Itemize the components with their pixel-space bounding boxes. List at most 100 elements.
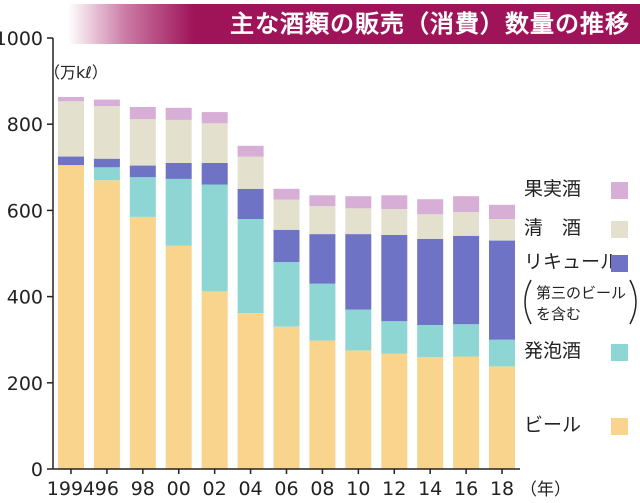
legend-label: 清 酒 bbox=[524, 217, 581, 239]
legend-swatch bbox=[611, 344, 628, 361]
legend-swatch bbox=[611, 182, 628, 199]
legend-swatch bbox=[611, 255, 628, 272]
bar-segment bbox=[453, 196, 480, 213]
bar-segment bbox=[345, 350, 372, 469]
bar-segment bbox=[93, 99, 120, 107]
bar-segment bbox=[381, 321, 408, 354]
x-axis-unit-label: （年） bbox=[520, 480, 571, 500]
bar-segment bbox=[309, 340, 336, 469]
y-ticks-layer: 0 200 400 600 800 1000 bbox=[0, 28, 53, 481]
bar-segment bbox=[58, 165, 84, 469]
bar-segment bbox=[165, 178, 192, 246]
bar-segment bbox=[417, 199, 444, 215]
bar-segment bbox=[309, 206, 336, 235]
legend-note-close-paren bbox=[629, 279, 637, 325]
y-tick-label: 1000 bbox=[0, 28, 43, 50]
legend-swatch bbox=[611, 418, 628, 435]
bar-segment bbox=[345, 309, 372, 351]
legend-label: 果実酒 bbox=[524, 178, 581, 200]
x-tick-label: 00 bbox=[167, 478, 191, 500]
bar-segment bbox=[417, 357, 444, 469]
bar-segment bbox=[345, 234, 372, 310]
bar-segment bbox=[129, 165, 156, 178]
bar-segment bbox=[489, 366, 515, 469]
bar-segment bbox=[417, 238, 444, 325]
bar-segment bbox=[417, 325, 444, 358]
bar-segment bbox=[273, 188, 300, 200]
bar-segment bbox=[309, 195, 336, 207]
y-tick-label: 400 bbox=[7, 287, 43, 309]
bar-segment bbox=[237, 313, 264, 469]
y-axis-unit-label: （万kℓ） bbox=[44, 63, 108, 82]
bar-segment bbox=[489, 240, 515, 340]
bar-segment bbox=[237, 219, 264, 313]
bar-segment bbox=[453, 356, 480, 469]
x-tick-label: 12 bbox=[382, 478, 406, 500]
chart-title: 主な酒類の販売（消費）数量の推移 bbox=[230, 10, 630, 38]
bar-segment bbox=[489, 219, 515, 241]
y-tick-label: 600 bbox=[7, 200, 43, 222]
bar-segment bbox=[345, 208, 372, 235]
bar-segment bbox=[273, 326, 300, 469]
x-tick-label: 08 bbox=[310, 478, 334, 500]
bar-segment bbox=[129, 119, 156, 166]
legend-label: リキュール bbox=[524, 251, 619, 273]
x-tick-label: 98 bbox=[131, 478, 155, 500]
bar-segment bbox=[381, 353, 408, 469]
bar-segment bbox=[201, 184, 228, 292]
bar-segment bbox=[453, 324, 480, 357]
legend-note-line-1: 第三のビール bbox=[536, 284, 626, 302]
bar-segment bbox=[381, 235, 408, 322]
legend-note-line-2: を含む bbox=[536, 305, 581, 323]
bar-segment bbox=[201, 291, 228, 469]
bar-segment bbox=[93, 180, 120, 469]
bar-segment bbox=[309, 234, 336, 284]
x-tick-label: 06 bbox=[274, 478, 298, 500]
x-tick-label: 02 bbox=[203, 478, 227, 500]
bar-segment bbox=[201, 123, 228, 163]
bar-segment bbox=[381, 195, 408, 210]
bar-segment bbox=[237, 188, 264, 219]
bar-segment bbox=[93, 167, 120, 181]
x-tick-label: 14 bbox=[418, 478, 442, 500]
legend-note-open-paren bbox=[524, 279, 532, 325]
bar-segment bbox=[345, 196, 372, 209]
bar-segment bbox=[273, 229, 300, 263]
legend-swatch bbox=[611, 221, 628, 238]
bar-segment bbox=[309, 283, 336, 341]
bar-segment bbox=[453, 212, 480, 236]
bar-segment bbox=[273, 262, 300, 327]
bar-segment bbox=[165, 119, 192, 163]
bar-segment bbox=[93, 106, 120, 159]
bar-segment bbox=[381, 209, 408, 235]
bar-segment bbox=[201, 163, 228, 185]
x-tick-label: 18 bbox=[490, 478, 514, 500]
x-tick-label: 1994 bbox=[47, 478, 95, 500]
bar-segment bbox=[453, 235, 480, 325]
bar-segment bbox=[273, 199, 300, 230]
bar-segment bbox=[165, 107, 192, 120]
x-tick-label: 96 bbox=[95, 478, 119, 500]
bar-segment bbox=[237, 156, 264, 189]
bar-segment bbox=[93, 158, 120, 168]
title-banner: 主な酒類の販売（消費）数量の推移 bbox=[68, 4, 640, 44]
bar-segment bbox=[129, 107, 156, 120]
y-tick-label: 200 bbox=[7, 373, 43, 395]
x-tick-label: 16 bbox=[454, 478, 478, 500]
bar-segment bbox=[129, 177, 156, 217]
y-tick-label: 0 bbox=[31, 459, 43, 481]
bar-segment bbox=[237, 145, 264, 157]
bar-segment bbox=[58, 97, 84, 102]
bar-segment bbox=[58, 101, 84, 157]
bar-segment bbox=[201, 112, 228, 124]
x-ticks-layer: 1994 96 98 00 02 04 06 08 10 12 14 16 18 bbox=[47, 469, 514, 500]
legend-label: ビール bbox=[524, 414, 581, 436]
x-tick-label: 04 bbox=[238, 478, 262, 500]
legend-label: 発泡酒 bbox=[524, 340, 581, 362]
y-tick-label: 800 bbox=[7, 114, 43, 136]
bar-segment bbox=[165, 163, 192, 179]
bar-segment bbox=[129, 216, 156, 469]
bar-segment bbox=[489, 204, 515, 219]
